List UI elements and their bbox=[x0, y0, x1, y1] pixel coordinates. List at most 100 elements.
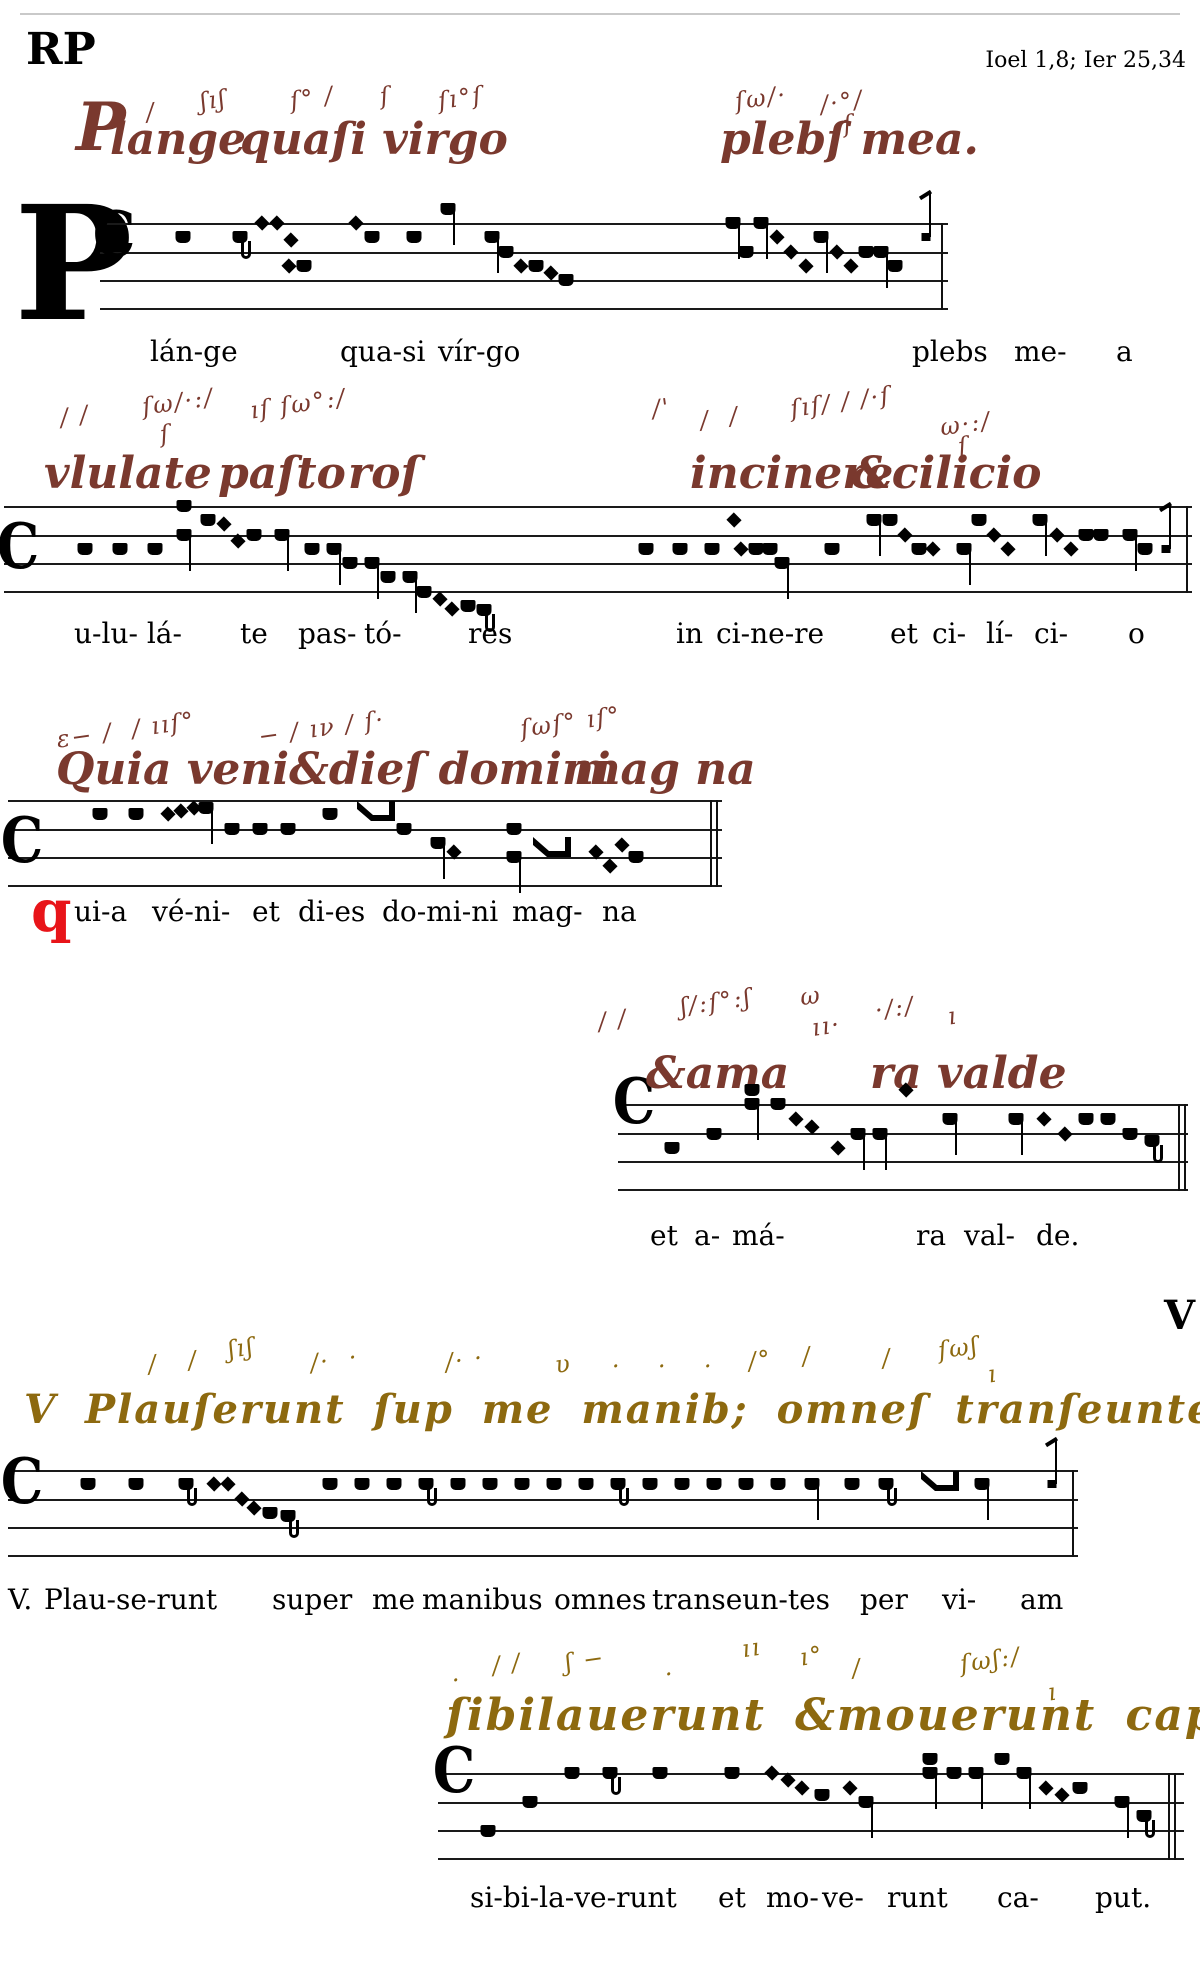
lyric-syllable: ca- bbox=[997, 1881, 1039, 1914]
note-punctum bbox=[274, 529, 290, 541]
note-liquescent bbox=[476, 604, 492, 616]
note-stem bbox=[339, 549, 341, 585]
note-punctum bbox=[770, 1098, 786, 1110]
neume-mark: ʃ − bbox=[563, 1643, 608, 1677]
initial-letter-q: q bbox=[31, 877, 72, 945]
neume-mark: ω bbox=[798, 980, 824, 1012]
neume-mark: · bbox=[663, 1659, 677, 1689]
note-stem bbox=[787, 563, 789, 599]
lyric-syllable: do-mi-ni bbox=[382, 895, 499, 928]
barline bbox=[716, 800, 718, 887]
note-punctum bbox=[506, 823, 522, 835]
neume-mark: ı° bbox=[798, 1640, 826, 1672]
note-punctum bbox=[558, 274, 574, 286]
note-punctum bbox=[128, 1478, 144, 1490]
note-punctum bbox=[147, 543, 163, 555]
note-rhombus bbox=[1057, 1126, 1073, 1142]
custos bbox=[1047, 1480, 1057, 1488]
staff-line bbox=[8, 857, 722, 859]
note-stem bbox=[1127, 1802, 1129, 1838]
note-punctum bbox=[748, 543, 764, 555]
liquescent-tail bbox=[619, 1488, 629, 1506]
note-rhombus bbox=[829, 244, 845, 260]
note-rhombus bbox=[281, 258, 297, 274]
note-punctum bbox=[1008, 1113, 1024, 1125]
note-liquescent bbox=[1136, 1810, 1152, 1822]
note-punctum bbox=[652, 1767, 668, 1779]
note-punctum bbox=[824, 543, 840, 555]
neume-mark: ı bbox=[946, 1001, 960, 1031]
note-punctum bbox=[326, 543, 342, 555]
staff-line bbox=[438, 1802, 1184, 1804]
staff-line bbox=[4, 563, 1192, 565]
neume-mark: ∕· · bbox=[308, 1342, 361, 1378]
note-stem bbox=[453, 209, 455, 245]
c-clef: C bbox=[0, 509, 40, 584]
note-punctum bbox=[774, 557, 790, 569]
note-stem bbox=[377, 563, 379, 599]
note-punctum bbox=[112, 543, 128, 555]
note-liquescent bbox=[610, 1478, 626, 1490]
lyric-syllable: in bbox=[676, 617, 703, 650]
barline bbox=[1184, 1104, 1186, 1191]
note-punctum bbox=[354, 1478, 370, 1490]
note-rhombus bbox=[726, 512, 742, 528]
note-stem bbox=[1021, 1119, 1023, 1155]
lyric-syllable: te bbox=[240, 617, 268, 650]
note-rhombus bbox=[513, 258, 529, 274]
lyric-syllable: de. bbox=[1036, 1219, 1080, 1252]
note-punctum bbox=[396, 823, 412, 835]
note-punctum bbox=[128, 808, 144, 820]
note-punctum bbox=[514, 1478, 530, 1490]
staff-line bbox=[8, 829, 722, 831]
note-punctum bbox=[460, 600, 476, 612]
neume-mark: ıſ ſω°:∕ bbox=[248, 383, 349, 425]
manuscript-word: ra valde bbox=[870, 1048, 1067, 1099]
lyric-syllable: ci-ne-re bbox=[716, 617, 825, 650]
lyric-syllable: put. bbox=[1095, 1881, 1152, 1914]
note-stem bbox=[738, 223, 740, 259]
neume-mark: ſωʃ:∕ bbox=[958, 1641, 1023, 1679]
note-porrectus bbox=[356, 800, 400, 830]
note-punctum bbox=[1078, 529, 1094, 541]
note-rhombus bbox=[160, 806, 176, 822]
note-punctum bbox=[1093, 529, 1109, 541]
c-clef: C bbox=[432, 1733, 476, 1808]
staff-line bbox=[8, 1555, 1078, 1557]
neume-mark: · bbox=[656, 1351, 670, 1381]
note-punctum bbox=[1122, 1128, 1138, 1140]
manuscript-word: vlulate bbox=[44, 448, 212, 499]
note-liquescent bbox=[280, 1510, 296, 1522]
note-punctum bbox=[246, 529, 262, 541]
lyric-syllable: má- bbox=[732, 1219, 785, 1252]
note-punctum bbox=[858, 1796, 874, 1808]
staff-line bbox=[438, 1858, 1184, 1860]
staff-line bbox=[4, 506, 1192, 508]
custos-stem bbox=[1055, 1440, 1057, 1484]
initial-letter-P: P bbox=[14, 172, 133, 357]
liquescent-tail bbox=[887, 1488, 897, 1506]
staff-line bbox=[100, 252, 948, 254]
note-rhombus bbox=[794, 1780, 810, 1796]
liquescent-tail bbox=[1145, 1820, 1155, 1838]
note-rhombus bbox=[842, 1780, 858, 1796]
barline bbox=[710, 800, 712, 887]
note-rhombus bbox=[764, 1765, 780, 1781]
note-punctum bbox=[956, 543, 972, 555]
neume-mark: ·∕:∕ bbox=[873, 991, 917, 1025]
note-liquescent bbox=[602, 1767, 618, 1779]
barline bbox=[1186, 506, 1188, 593]
note-punctum bbox=[1114, 1796, 1130, 1808]
note-punctum bbox=[77, 543, 93, 555]
manuscript-word: roſ bbox=[348, 448, 420, 499]
manuscript-word: paſto bbox=[218, 448, 346, 499]
note-punctum bbox=[887, 260, 903, 272]
lyric-syllable: et bbox=[890, 617, 918, 650]
note-punctum bbox=[724, 1767, 740, 1779]
note-punctum bbox=[176, 529, 192, 541]
c-clef: C bbox=[612, 1064, 656, 1139]
note-punctum bbox=[386, 1478, 402, 1490]
staff-line bbox=[8, 800, 722, 802]
note-stem bbox=[1045, 520, 1047, 556]
liquescent-tail bbox=[187, 1488, 197, 1506]
